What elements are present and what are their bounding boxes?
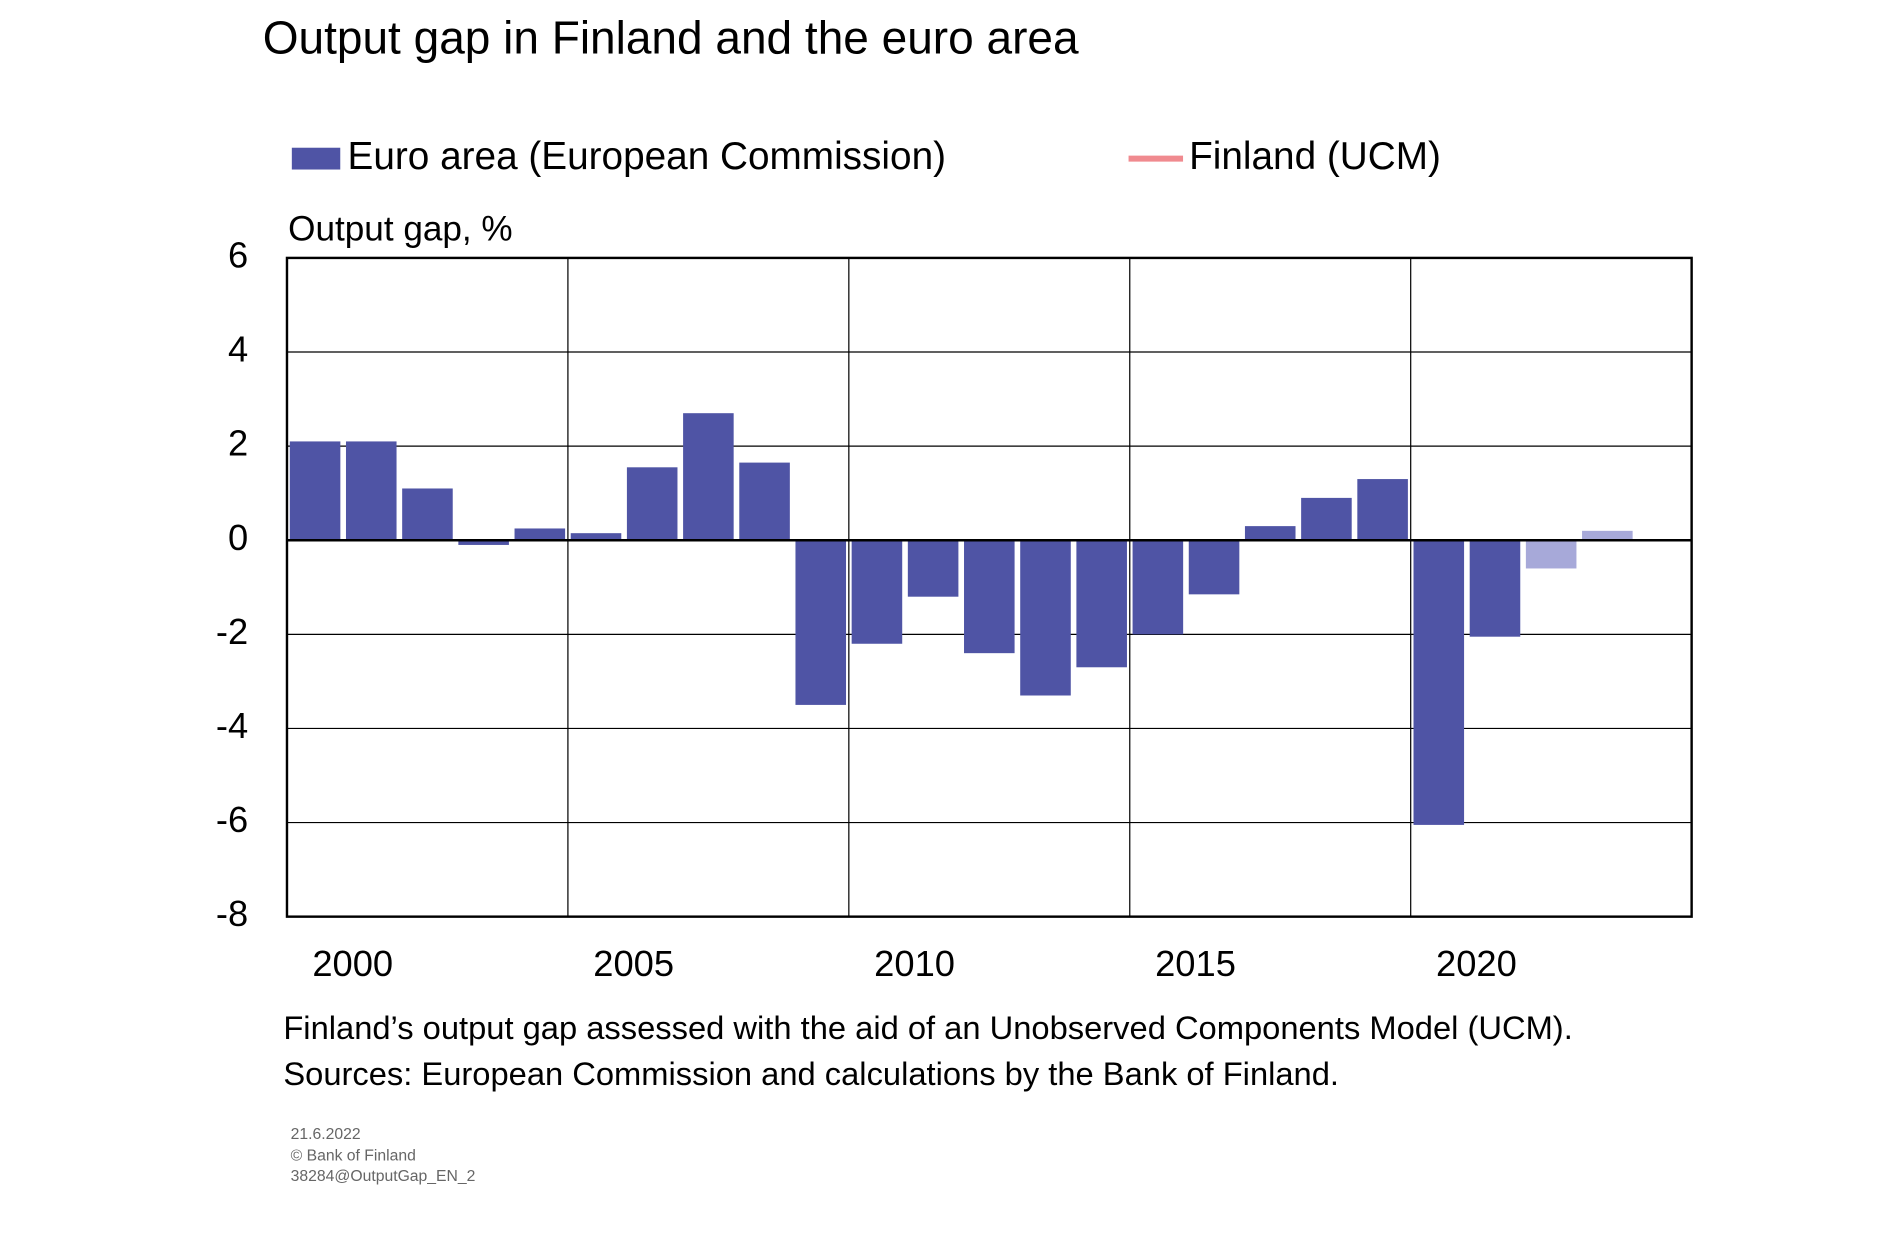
bar (1525, 540, 1577, 569)
x-tick-label: 2020 (1436, 943, 1517, 984)
bar (626, 467, 678, 541)
legend-label: Euro area (European Commission) (348, 135, 947, 178)
bar (1582, 530, 1633, 541)
y-tick-label: 6 (228, 235, 248, 276)
y-tick-label: 4 (228, 329, 248, 370)
bar (1132, 540, 1184, 635)
bar (570, 533, 622, 541)
bar (683, 413, 734, 541)
y-axis-label: Output gap, % (288, 210, 512, 249)
y-tick-label: -2 (216, 611, 248, 652)
bar (345, 441, 397, 541)
bar (1244, 526, 1296, 541)
y-tick-label: 0 (228, 517, 248, 558)
plot-frame (285, 256, 1693, 918)
y-tick-label: -4 (216, 705, 248, 746)
bar (964, 540, 1015, 654)
note: Finland’s output gap assessed with the a… (283, 1009, 1572, 1046)
x-tick-label: 2015 (1155, 943, 1236, 984)
note: Sources: European Commission and calcula… (283, 1055, 1339, 1092)
bar (458, 540, 509, 545)
bar (1469, 540, 1521, 637)
y-tick-label: -6 (216, 799, 248, 840)
footer: 21.6.2022 (291, 1126, 361, 1143)
bar (1301, 497, 1352, 541)
y-tick-label: -8 (216, 893, 248, 934)
bar (1413, 540, 1465, 825)
y-tick-label: 2 (228, 423, 248, 464)
bar (1357, 479, 1408, 541)
bar (795, 540, 847, 705)
legend-swatch (291, 147, 341, 170)
x-tick-label: 2000 (312, 943, 393, 984)
bar (514, 528, 566, 541)
legend-label: Finland (UCM) (1189, 135, 1441, 178)
bar (851, 540, 903, 644)
chart-title: Output gap in Finland and the euro area (263, 11, 1079, 63)
bar (1188, 540, 1240, 595)
footer: © Bank of Finland (291, 1148, 416, 1165)
x-tick-label: 2005 (593, 943, 674, 984)
bar (1076, 540, 1127, 668)
x-tick-label: 2010 (874, 943, 955, 984)
bar (907, 540, 959, 597)
bar (402, 488, 453, 541)
bar (1020, 540, 1071, 696)
bar (739, 462, 790, 541)
bar (289, 441, 341, 541)
footer: 38284@OutputGap_EN_2 (291, 1168, 476, 1185)
